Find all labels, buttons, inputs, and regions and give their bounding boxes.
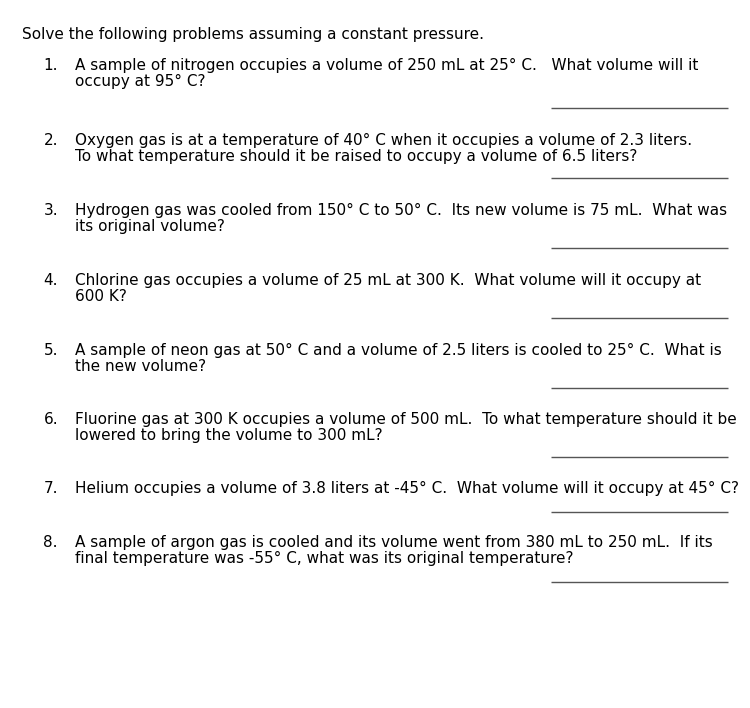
Text: Solve the following problems assuming a constant pressure.: Solve the following problems assuming a … [22, 27, 484, 42]
Text: 4.: 4. [44, 273, 58, 288]
Text: 8.: 8. [44, 535, 58, 550]
Text: 7.: 7. [44, 481, 58, 496]
Text: 2.: 2. [44, 133, 58, 148]
Text: 5.: 5. [44, 343, 58, 358]
Text: A sample of argon gas is cooled and its volume went from 380 mL to 250 mL.  If i: A sample of argon gas is cooled and its … [75, 535, 712, 550]
Text: occupy at 95° C?: occupy at 95° C? [75, 74, 206, 89]
Text: Oxygen gas is at a temperature of 40° C when it occupies a volume of 2.3 liters.: Oxygen gas is at a temperature of 40° C … [75, 133, 692, 148]
Text: Chlorine gas occupies a volume of 25 mL at 300 K.  What volume will it occupy at: Chlorine gas occupies a volume of 25 mL … [75, 273, 701, 288]
Text: 600 K?: 600 K? [75, 289, 127, 304]
Text: its original volume?: its original volume? [75, 219, 225, 234]
Text: A sample of neon gas at 50° C and a volume of 2.5 liters is cooled to 25° C.  Wh: A sample of neon gas at 50° C and a volu… [75, 343, 722, 358]
Text: final temperature was -55° C, what was its original temperature?: final temperature was -55° C, what was i… [75, 551, 574, 566]
Text: 6.: 6. [44, 412, 58, 427]
Text: To what temperature should it be raised to occupy a volume of 6.5 liters?: To what temperature should it be raised … [75, 149, 638, 164]
Text: Hydrogen gas was cooled from 150° C to 50° C.  Its new volume is 75 mL.  What wa: Hydrogen gas was cooled from 150° C to 5… [75, 203, 727, 218]
Text: Fluorine gas at 300 K occupies a volume of 500 mL.  To what temperature should i: Fluorine gas at 300 K occupies a volume … [75, 412, 736, 427]
Text: 1.: 1. [44, 58, 58, 73]
Text: 3.: 3. [44, 203, 58, 218]
Text: Helium occupies a volume of 3.8 liters at -45° C.  What volume will it occupy at: Helium occupies a volume of 3.8 liters a… [75, 481, 739, 496]
Text: lowered to bring the volume to 300 mL?: lowered to bring the volume to 300 mL? [75, 428, 382, 443]
Text: the new volume?: the new volume? [75, 359, 206, 374]
Text: A sample of nitrogen occupies a volume of 250 mL at 25° C.   What volume will it: A sample of nitrogen occupies a volume o… [75, 58, 698, 73]
